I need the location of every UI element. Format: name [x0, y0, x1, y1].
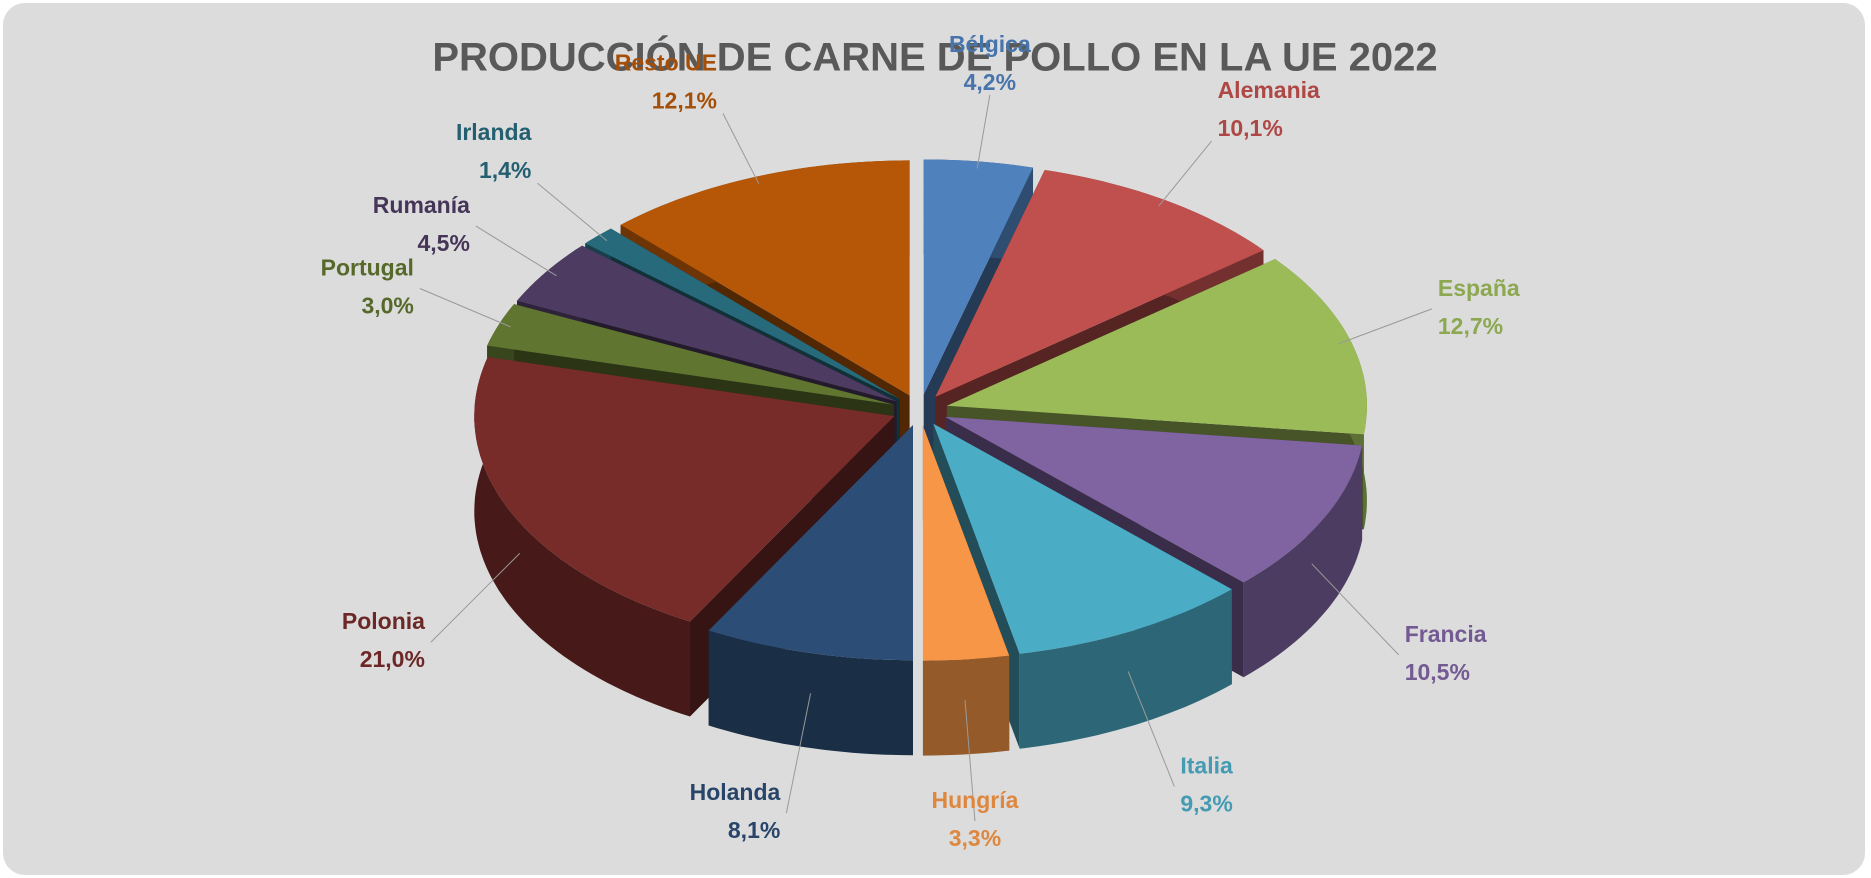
leader-line	[1338, 308, 1433, 345]
slice	[620, 160, 910, 396]
leader-line	[976, 94, 991, 169]
slice	[708, 425, 913, 661]
data-label-value: 12,7%	[1438, 313, 1503, 339]
slice	[474, 357, 895, 622]
slice	[935, 170, 1264, 397]
data-label-name: Holanda	[690, 779, 781, 805]
slice-side	[922, 655, 1010, 756]
data-label-name: Bélgica	[949, 31, 1031, 57]
data-label-name: Resto UE	[615, 50, 717, 76]
data-label-value: 9,3%	[1180, 791, 1232, 817]
slice	[487, 304, 894, 405]
data-label-value: 12,1%	[652, 88, 717, 114]
data-label-value: 10,5%	[1405, 659, 1470, 685]
slice	[945, 416, 1363, 583]
data-label-name: Rumanía	[373, 192, 470, 218]
leader-line	[1158, 140, 1212, 207]
data-label-name: Portugal	[321, 255, 414, 281]
leader-line	[964, 699, 976, 822]
slice	[946, 259, 1367, 435]
data-label-name: Francia	[1405, 621, 1487, 647]
leader-line	[785, 693, 812, 814]
leader-line	[475, 225, 557, 277]
data-label-name: Polonia	[342, 608, 425, 634]
leader-line	[1127, 671, 1175, 787]
slice	[933, 423, 1232, 654]
data-label-value: 8,1%	[728, 817, 780, 843]
slice	[517, 245, 897, 402]
leader-line	[430, 553, 521, 643]
slice	[585, 228, 900, 400]
data-label-value: 4,2%	[964, 69, 1016, 95]
chart-title: PRODUCCIÓN DE CARNE DE POLLO EN LA UE 20…	[432, 34, 1437, 80]
leader-line	[722, 113, 760, 184]
slice-side	[1243, 445, 1363, 678]
data-label-name: Alemania	[1218, 77, 1320, 103]
data-label-name: Irlanda	[456, 119, 532, 145]
slice-side	[708, 630, 913, 756]
slice	[923, 159, 1033, 395]
slice-side	[1019, 589, 1232, 749]
data-label-name: España	[1438, 275, 1520, 301]
leader-line	[1311, 563, 1400, 656]
slice-side	[474, 357, 690, 717]
data-label-value: 3,3%	[949, 825, 1001, 851]
data-label-value: 21,0%	[360, 646, 425, 672]
data-label-value: 10,1%	[1218, 115, 1283, 141]
data-label-value: 4,5%	[417, 230, 469, 256]
data-label-value: 3,0%	[361, 293, 413, 319]
data-label-value: 1,4%	[479, 157, 531, 183]
leader-line	[419, 288, 511, 328]
data-label-name: Italia	[1180, 753, 1233, 779]
leader-line	[537, 182, 608, 242]
data-label-name: Hungría	[932, 787, 1019, 813]
slice	[922, 425, 1010, 661]
